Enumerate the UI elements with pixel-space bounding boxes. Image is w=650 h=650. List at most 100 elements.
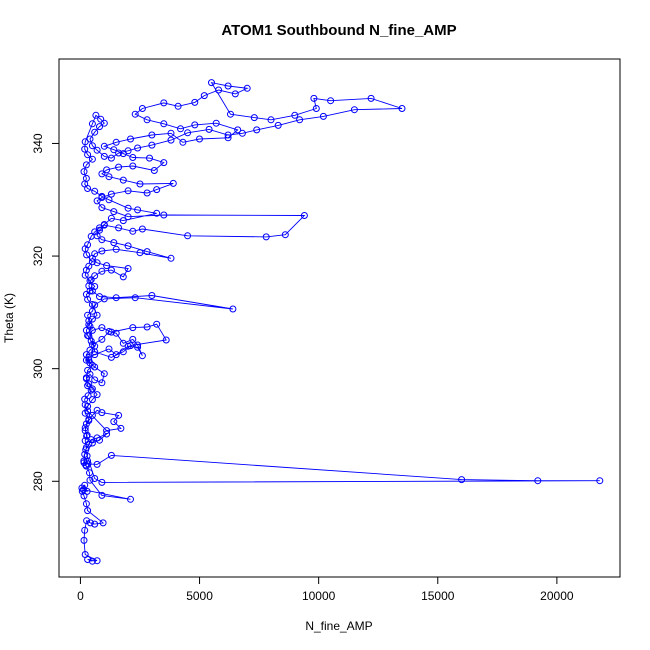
- data-point: [136, 180, 144, 188]
- series-path: [81, 81, 600, 562]
- data-point: [84, 311, 92, 319]
- data-point: [84, 457, 92, 465]
- data-point: [83, 251, 91, 259]
- data-point: [83, 487, 91, 495]
- data-point: [98, 236, 106, 244]
- data-point: [119, 176, 127, 184]
- data-point: [300, 212, 308, 219]
- data-point: [174, 102, 182, 110]
- y-axis-label: Theta (K): [2, 293, 16, 343]
- data-point: [117, 424, 125, 432]
- data-point: [107, 328, 115, 336]
- data-point: [82, 461, 90, 469]
- data-point: [398, 105, 406, 112]
- data-point: [86, 346, 94, 354]
- data-point: [169, 179, 177, 187]
- data-point: [112, 245, 120, 253]
- data-point: [83, 517, 91, 525]
- data-point: [119, 339, 127, 347]
- data-point: [115, 224, 123, 232]
- data-point: [88, 155, 96, 163]
- data-point: [115, 411, 123, 419]
- data-point: [119, 348, 127, 356]
- y-tick-label: 280: [31, 471, 45, 491]
- data-point: [224, 131, 232, 139]
- data-point: [160, 211, 168, 219]
- data-point: [124, 204, 132, 212]
- data-point: [274, 121, 282, 129]
- data-point: [319, 112, 327, 120]
- data-point: [81, 450, 89, 458]
- data-point: [160, 99, 168, 107]
- data-point: [88, 142, 96, 150]
- data-point: [91, 228, 99, 236]
- data-point: [191, 121, 199, 129]
- data-point: [153, 186, 161, 194]
- data-point: [224, 134, 232, 142]
- data-point: [98, 324, 106, 332]
- data-point: [177, 125, 184, 133]
- data-point: [96, 436, 103, 444]
- data-point: [82, 351, 90, 359]
- data-point: [86, 519, 94, 527]
- data-point: [96, 224, 103, 232]
- data-point: [91, 520, 99, 528]
- data-point: [91, 376, 99, 384]
- data-point: [98, 204, 106, 212]
- data-point: [129, 324, 137, 332]
- data-point: [350, 106, 358, 114]
- data-point: [148, 141, 156, 149]
- data-point: [160, 120, 168, 128]
- data-point: [107, 154, 115, 162]
- data-point: [107, 190, 115, 198]
- data-point: [86, 277, 94, 285]
- data-point: [110, 208, 118, 216]
- data-point: [84, 366, 92, 374]
- data-point: [97, 115, 105, 123]
- data-point: [91, 475, 99, 482]
- data-point: [88, 307, 96, 315]
- data-point: [91, 342, 99, 350]
- data-point: [250, 114, 258, 122]
- data-point: [312, 105, 320, 112]
- data-point: [100, 370, 108, 378]
- data-point: [124, 265, 132, 272]
- data-point: [281, 231, 289, 239]
- data-point: [129, 162, 137, 170]
- data-point: [124, 147, 132, 155]
- data-point: [93, 391, 101, 399]
- data-point: [93, 146, 101, 154]
- data-point: [88, 301, 96, 308]
- data-point: [110, 418, 118, 426]
- data-point: [167, 136, 175, 144]
- data-point: [88, 439, 96, 447]
- data-point: [103, 166, 111, 174]
- data-point: [81, 526, 89, 534]
- data-point: [85, 356, 93, 364]
- data-point: [98, 409, 106, 417]
- data-point: [103, 430, 111, 438]
- data-point: [98, 192, 106, 200]
- data-point: [93, 311, 101, 319]
- data-point: [107, 353, 115, 361]
- x-tick-label: 0: [77, 589, 84, 603]
- data-point: [234, 126, 242, 134]
- data-point: [205, 125, 213, 133]
- data-point: [231, 90, 239, 98]
- data-point: [91, 351, 99, 359]
- data-point: [191, 98, 199, 106]
- y-axis: 280 300 320 340: [31, 133, 60, 491]
- data-point: [124, 242, 132, 250]
- data-point: [93, 197, 101, 205]
- data-point: [138, 225, 146, 233]
- data-point: [119, 217, 127, 225]
- data-point: [92, 111, 100, 119]
- data-point: [296, 116, 304, 124]
- data-point: [327, 97, 335, 105]
- x-axis-label: N_fine_AMP: [305, 619, 372, 633]
- data-point: [91, 272, 99, 280]
- data-point: [84, 332, 92, 339]
- data-point: [82, 374, 90, 382]
- data-point: [93, 557, 101, 565]
